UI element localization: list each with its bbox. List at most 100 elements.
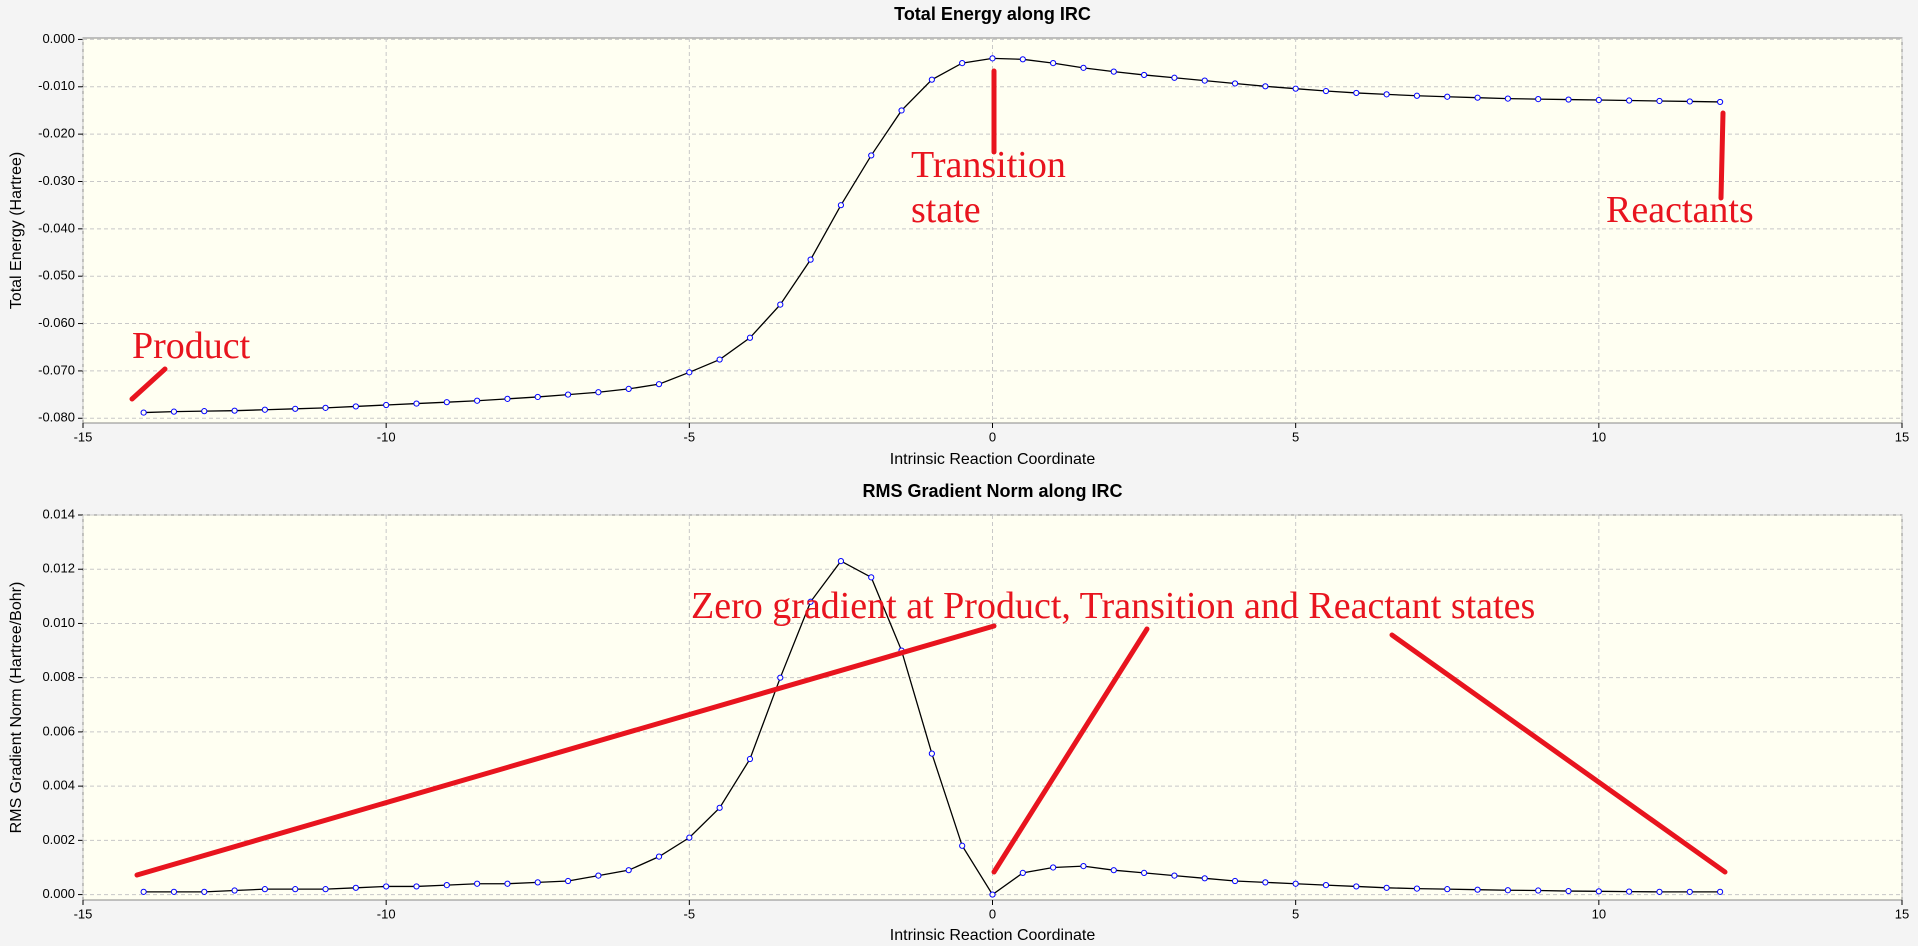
x-axis-label: Intrinsic Reaction Coordinate [890, 451, 1096, 468]
data-point [1292, 85, 1299, 92]
data-point [1140, 869, 1148, 876]
data-point [898, 107, 905, 114]
x-tick-label: 0 [989, 906, 996, 921]
data-point [1201, 875, 1208, 882]
y-tick-label: 0.002 [42, 832, 75, 847]
data-point [322, 404, 329, 411]
data-point [1080, 863, 1087, 870]
data-point [1626, 888, 1633, 895]
data-point [443, 399, 450, 406]
chart-title: Total Energy along IRC [894, 4, 1091, 24]
data-point [746, 755, 754, 763]
data-point [1050, 864, 1057, 871]
data-point [625, 385, 632, 393]
y-tick-label: -0.010 [38, 78, 75, 93]
data-point [170, 888, 178, 895]
data-point [322, 886, 329, 893]
x-tick-label: -5 [684, 906, 696, 921]
y-tick-label: 0.000 [42, 31, 75, 46]
data-point [1262, 83, 1269, 90]
data-point [1231, 877, 1239, 885]
data-point [989, 55, 996, 62]
data-point [746, 334, 754, 341]
data-point [383, 883, 390, 890]
y-tick-label: 0.000 [42, 886, 75, 901]
data-point [837, 557, 845, 565]
data-point [837, 202, 845, 209]
y-tick-label: 0.006 [42, 723, 75, 738]
data-point [1595, 96, 1602, 104]
data-point [959, 842, 966, 849]
data-point [1474, 94, 1481, 101]
data-point [1050, 59, 1057, 67]
x-tick-label: 15 [1895, 906, 1909, 921]
data-point [1019, 56, 1026, 63]
data-point [261, 406, 268, 413]
data-point [140, 409, 147, 416]
y-axis-label: RMS Gradient Norm (Hartree/Bohr) [8, 582, 25, 834]
data-point [1444, 886, 1451, 893]
y-tick-label: -0.020 [38, 126, 75, 141]
data-point [1504, 887, 1511, 894]
data-point [1292, 880, 1299, 887]
data-point [474, 397, 481, 404]
data-point [655, 853, 663, 860]
x-axis-label: Intrinsic Reaction Coordinate [890, 927, 1096, 944]
data-point [1019, 869, 1026, 876]
y-tick-label: 0.004 [42, 778, 75, 793]
x-tick-label: -15 [74, 906, 93, 921]
data-point [1110, 68, 1117, 75]
data-point [928, 750, 935, 757]
data-point [1140, 71, 1148, 79]
data-point [443, 881, 450, 889]
x-tick-label: 5 [1292, 429, 1299, 444]
data-point [1565, 96, 1572, 103]
x-tick-label: 10 [1592, 429, 1606, 444]
data-point [564, 391, 572, 398]
x-tick-label: 5 [1292, 906, 1299, 921]
pointer-line [134, 623, 997, 878]
data-point [1686, 98, 1693, 105]
data-point [534, 393, 541, 401]
data-point [201, 408, 208, 415]
data-point [292, 405, 299, 412]
data-point [716, 356, 723, 363]
data-point [1656, 888, 1663, 895]
data-point [595, 389, 602, 396]
data-point [1413, 885, 1421, 892]
x-tick-label: 10 [1592, 906, 1606, 921]
data-point [231, 407, 238, 414]
data-point [777, 674, 784, 681]
data-point [352, 403, 359, 410]
data-point [1474, 886, 1481, 893]
data-point [1717, 98, 1724, 106]
data-point [383, 401, 390, 409]
data-point [1383, 884, 1390, 891]
data-point [655, 381, 663, 388]
data-point [595, 872, 602, 879]
data-point [413, 883, 420, 890]
data-point [1322, 87, 1330, 95]
x-tick-label: -10 [377, 906, 396, 921]
data-point [231, 887, 238, 894]
data-point [1201, 77, 1208, 84]
data-point [534, 879, 541, 886]
data-point [686, 369, 693, 376]
pointer-line [1718, 110, 1726, 201]
data-point [201, 888, 208, 895]
data-point [807, 598, 814, 605]
data-point [170, 408, 178, 415]
pointer-line [1389, 632, 1728, 875]
pointer-line [991, 626, 1150, 875]
data-point [1686, 888, 1693, 895]
data-point [868, 574, 875, 581]
y-tick-label: 0.010 [42, 615, 75, 630]
data-point [1656, 97, 1663, 105]
annotation: Reactants [1606, 189, 1754, 231]
data-point [716, 804, 723, 811]
data-point [1535, 95, 1542, 103]
y-tick-label: -0.030 [38, 173, 75, 188]
x-tick-label: -15 [74, 429, 93, 444]
data-point [1444, 93, 1451, 100]
